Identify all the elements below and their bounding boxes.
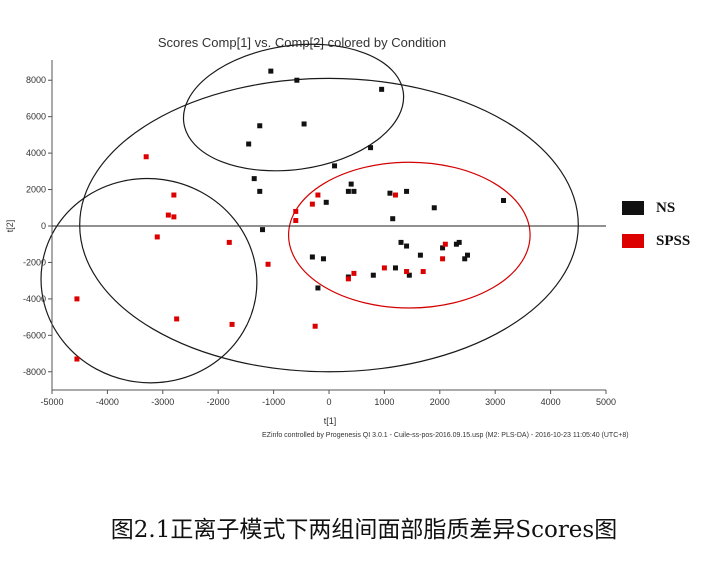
point-spss bbox=[171, 192, 177, 198]
x-tick-label: 0 bbox=[326, 397, 331, 407]
point-spss bbox=[381, 265, 387, 271]
point-ns bbox=[320, 256, 326, 262]
x-tick-label: 1000 bbox=[374, 397, 394, 407]
legend-swatch-ns bbox=[622, 201, 644, 215]
point-spss bbox=[309, 201, 315, 207]
x-tick-label: 3000 bbox=[485, 397, 505, 407]
point-ns bbox=[404, 188, 410, 194]
point-ns bbox=[315, 285, 321, 291]
point-ns bbox=[246, 141, 252, 147]
y-tick-label: 6000 bbox=[26, 112, 46, 122]
point-ns bbox=[268, 68, 274, 74]
point-spss bbox=[345, 276, 351, 282]
point-spss bbox=[312, 323, 318, 329]
footer-text: EZinfo controlled by Progenesis QI 3.0.1… bbox=[262, 432, 629, 439]
point-ns bbox=[332, 163, 338, 169]
point-spss bbox=[229, 321, 235, 327]
point-spss bbox=[392, 192, 398, 198]
point-ns bbox=[260, 227, 266, 233]
point-spss bbox=[154, 234, 160, 240]
confidence-ellipse bbox=[182, 43, 405, 172]
legend-item-ns: NS bbox=[622, 198, 722, 218]
legend-label-spss: SPSS bbox=[656, 232, 691, 249]
ellipse-layer bbox=[40, 43, 579, 384]
legend: NS SPSS bbox=[622, 198, 722, 264]
legend-swatch-spss bbox=[622, 234, 644, 248]
point-ns bbox=[370, 272, 376, 278]
point-ns bbox=[351, 188, 357, 194]
point-ns bbox=[301, 121, 307, 127]
point-layer bbox=[74, 68, 507, 362]
y-tick-label: 8000 bbox=[26, 75, 46, 85]
point-spss bbox=[442, 241, 448, 247]
tick-layer: -5000 -4000 -3000 -2000 -1000 0 1000 2000 3000 40… bbox=[23, 75, 616, 407]
point-ns bbox=[465, 252, 470, 258]
point-ns bbox=[379, 86, 385, 92]
confidence-ellipse bbox=[40, 177, 258, 384]
point-spss bbox=[143, 154, 149, 160]
point-spss bbox=[74, 356, 80, 362]
x-tick-label: -4000 bbox=[96, 397, 119, 407]
figure-caption: 图2.1正离子模式下两组间面部脂质差异Scores图 bbox=[110, 517, 618, 543]
x-tick-label: 5000 bbox=[596, 397, 616, 407]
point-ns bbox=[257, 188, 263, 194]
point-spss bbox=[171, 214, 177, 220]
scores-plot: Scores Comp[1] vs. Comp[2] colored by Co… bbox=[5, 35, 629, 439]
y-tick-label: 2000 bbox=[26, 185, 46, 195]
chart-title: Scores Comp[1] vs. Comp[2] colored by Co… bbox=[158, 35, 446, 50]
confidence-ellipse bbox=[287, 161, 531, 309]
point-ns bbox=[251, 176, 257, 182]
x-tick-label: 4000 bbox=[541, 397, 561, 407]
point-ns bbox=[398, 239, 404, 245]
point-ns bbox=[323, 199, 329, 205]
point-spss bbox=[74, 296, 80, 302]
point-ns bbox=[453, 241, 459, 247]
confidence-ellipse bbox=[79, 77, 579, 373]
point-spss bbox=[174, 316, 180, 322]
point-ns bbox=[390, 216, 396, 222]
point-spss bbox=[420, 269, 426, 275]
y-tick-label: 0 bbox=[41, 221, 46, 231]
x-tick-label: -1000 bbox=[262, 397, 285, 407]
point-spss bbox=[165, 212, 171, 218]
legend-item-spss: SPSS bbox=[622, 231, 722, 251]
point-ns bbox=[501, 197, 507, 203]
point-ns bbox=[392, 265, 398, 271]
x-axis-label: t[1] bbox=[324, 416, 337, 426]
point-spss bbox=[265, 261, 271, 267]
point-ns bbox=[368, 145, 374, 151]
point-spss bbox=[293, 218, 299, 224]
y-axis-label: t[2] bbox=[5, 220, 15, 233]
legend-label-ns: NS bbox=[656, 199, 676, 216]
y-tick-label: -2000 bbox=[23, 257, 46, 267]
point-ns bbox=[417, 252, 423, 258]
point-spss bbox=[293, 208, 299, 214]
point-ns bbox=[387, 190, 393, 196]
point-ns bbox=[294, 77, 300, 83]
y-tick-label: -6000 bbox=[23, 330, 46, 340]
point-ns bbox=[309, 254, 315, 260]
point-ns bbox=[404, 243, 410, 249]
point-ns bbox=[431, 205, 437, 211]
x-tick-label: -2000 bbox=[207, 397, 230, 407]
point-ns bbox=[345, 188, 351, 194]
point-ns bbox=[440, 245, 446, 251]
point-spss bbox=[440, 256, 446, 262]
y-tick-label: 4000 bbox=[26, 148, 46, 158]
x-tick-label: -5000 bbox=[40, 397, 63, 407]
point-ns bbox=[348, 181, 354, 187]
point-ns bbox=[257, 123, 263, 129]
point-spss bbox=[351, 270, 357, 276]
y-tick-label: -8000 bbox=[23, 367, 46, 377]
x-tick-label: -3000 bbox=[151, 397, 174, 407]
x-tick-label: 2000 bbox=[430, 397, 450, 407]
y-tick-label: -4000 bbox=[23, 294, 46, 304]
point-spss bbox=[226, 239, 232, 245]
point-ns bbox=[406, 272, 412, 278]
point-spss bbox=[315, 192, 321, 198]
point-spss bbox=[404, 269, 410, 275]
point-ns bbox=[462, 256, 468, 262]
point-ns bbox=[456, 239, 462, 245]
